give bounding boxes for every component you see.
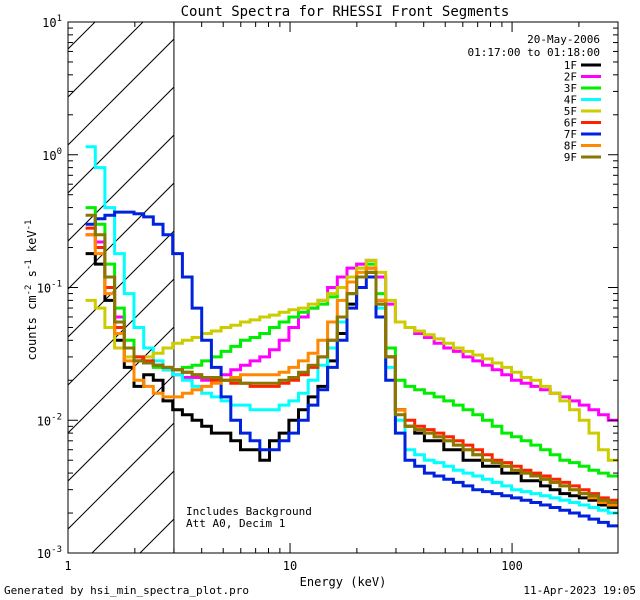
chart-title: Count Spectra for RHESSI Front Segments: [181, 4, 510, 20]
hatch-line: [68, 230, 174, 338]
legend-label-4F: 4F: [564, 94, 577, 107]
series-line-5F: [85, 258, 618, 462]
footer-timestamp: 11-Apr-2023 19:05: [523, 584, 636, 597]
series-line-1F: [85, 252, 618, 509]
hatch-line: [68, 374, 174, 482]
x-axis-ticks: 1 10 100: [64, 22, 619, 573]
y-axis-label: counts cm-2 s-1 keV-1: [24, 220, 39, 361]
y-label-exp1: -2: [24, 285, 34, 296]
y-label-base: counts cm: [25, 295, 39, 360]
legend-label-3F: 3F: [564, 82, 577, 95]
hatch-line: [68, 22, 144, 98]
y-label-exp2: -1: [24, 259, 34, 270]
hatch-line: [68, 38, 174, 146]
y-tick-label: 10-1: [37, 280, 62, 296]
series-lines: [85, 145, 618, 528]
y-label-mid: s: [25, 270, 39, 284]
legend-label-1F: 1F: [564, 59, 577, 72]
footer-generator: Generated by hsi_min_spectra_plot.pro: [4, 584, 249, 597]
y-label-end: keV: [25, 230, 39, 259]
x-tick-label: 100: [501, 559, 523, 573]
series-line-7F: [85, 210, 618, 528]
annotation-attenuator: Att A0, Decim 1: [186, 517, 285, 530]
annotation-background: Includes Background: [186, 505, 312, 518]
y-label-exp3: -1: [24, 220, 34, 231]
hatch-line: [68, 422, 174, 530]
legend-label-5F: 5F: [564, 105, 577, 118]
x-axis-label: Energy (keV): [300, 575, 387, 589]
y-tick-label: 101: [42, 14, 62, 30]
date-label: 20-May-2006: [527, 33, 600, 46]
x-tick-label: 10: [283, 559, 297, 573]
y-axis-ticks: 10-3 10-2 10-1 100 101: [37, 14, 618, 561]
y-tick-label: 100: [42, 147, 62, 163]
y-tick-label: 10-3: [37, 545, 62, 561]
x-tick-label: 1: [64, 559, 71, 573]
legend-label-7F: 7F: [564, 128, 577, 141]
legend-label-9F: 9F: [564, 151, 577, 164]
series-line-9F: [85, 213, 618, 504]
time-range-label: 01:17:00 to 01:18:00: [468, 46, 600, 59]
y-tick-label: 10-2: [37, 412, 62, 428]
legend-label-8F: 8F: [564, 140, 577, 153]
legend-label-6F: 6F: [564, 117, 577, 130]
legend-label-2F: 2F: [564, 71, 577, 84]
